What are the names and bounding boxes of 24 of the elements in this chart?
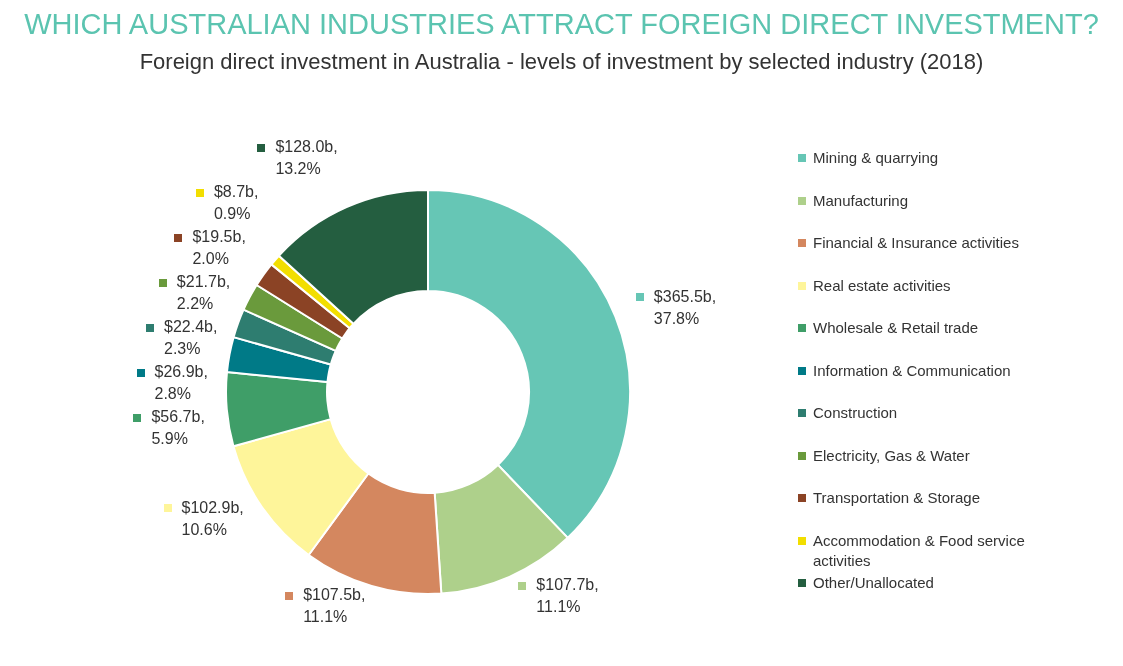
legend-label: Other/Unallocated: [813, 573, 934, 593]
data-label: $22.4b, 2.3%: [164, 318, 218, 358]
legend-label: Accommodation & Food service activities: [813, 530, 1026, 571]
legend-label: Transportation & Storage: [813, 488, 981, 508]
legend-label: Manufacturing: [813, 190, 909, 211]
data-label: $107.7b, 11.1%: [536, 576, 599, 616]
data-label: $56.7b, 5.9%: [151, 408, 205, 448]
data-label: $107.5b, 11.1%: [303, 586, 366, 626]
chart-title: WHICH AUSTRALIAN INDUSTRIES ATTRACT FOREIGN DIRECT INVESTMENT?: [23, 8, 1100, 41]
legend-label: Information & Communication: [813, 360, 1011, 381]
data-label: $365.5b, 37.8%: [653, 287, 717, 327]
legend-label: Mining & quarrying: [813, 148, 939, 168]
data-label: $8.7b, 0.9%: [213, 183, 259, 223]
legend-label: Real estate activities: [813, 275, 951, 296]
data-label: $128.0b, 13.2%: [275, 138, 338, 178]
legend-label: Financial & Insurance activities: [813, 233, 1019, 253]
data-label: $102.9b, 10.6%: [181, 498, 244, 538]
data-label: $21.7b, 2.2%: [176, 273, 231, 313]
data-label: $26.9b, 2.8%: [154, 363, 208, 403]
data-label: $19.5b, 2.0%: [192, 228, 246, 268]
chart-subtitle: Foreign direct investment in Australia - levels of investment by selected industry (2018): [138, 49, 985, 75]
legend-label: Wholesale & Retail trade: [813, 318, 979, 338]
legend-label: Construction: [813, 403, 898, 423]
legend-label: Electricity, Gas & Water: [813, 445, 970, 466]
